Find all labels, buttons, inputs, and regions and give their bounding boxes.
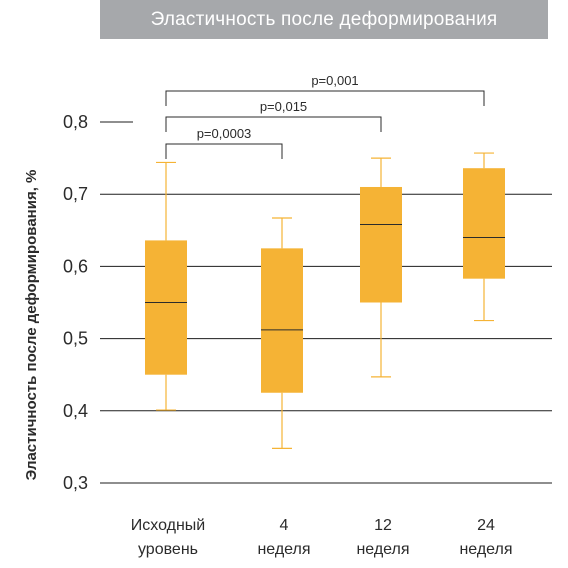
bracket-line	[165, 143, 283, 159]
box-iqr	[360, 186, 402, 303]
y-tick-label: 0,8	[63, 112, 88, 132]
box-group	[463, 152, 505, 322]
y-tick-label: 0,6	[63, 256, 88, 276]
category-label: неделя	[356, 541, 409, 558]
y-tick-label: 0,5	[63, 329, 88, 349]
category-label: уровень	[138, 541, 198, 558]
p-value-label: p=0,015	[260, 99, 307, 114]
y-tick-label: 0,7	[63, 184, 88, 204]
box-iqr	[261, 248, 303, 393]
y-tick-label: 0,3	[63, 473, 88, 493]
category-label: 4	[280, 517, 289, 534]
category-label: 24	[477, 517, 495, 534]
category-label: Исходный	[131, 517, 205, 534]
significance-bracket: p=0,001	[165, 73, 485, 106]
p-value-label: p=0,0003	[197, 126, 252, 141]
box-iqr	[145, 240, 187, 375]
category-label: неделя	[257, 541, 310, 558]
significance-bracket: p=0,015	[165, 99, 382, 132]
box-iqr	[463, 168, 505, 279]
y-axis-label: Эластичность после деформирования, %	[23, 170, 40, 481]
box-group	[261, 217, 303, 449]
significance-bracket: p=0,0003	[165, 126, 283, 159]
chart-title: Эластичность после деформирования	[100, 0, 548, 39]
category-label: 12	[374, 517, 392, 534]
box-group	[145, 161, 187, 411]
bracket-line	[165, 90, 485, 106]
box-group	[360, 157, 402, 378]
bracket-line	[165, 116, 382, 132]
category-label: неделя	[459, 541, 512, 558]
p-value-label: p=0,001	[311, 73, 358, 88]
y-tick-label: 0,4	[63, 401, 88, 421]
